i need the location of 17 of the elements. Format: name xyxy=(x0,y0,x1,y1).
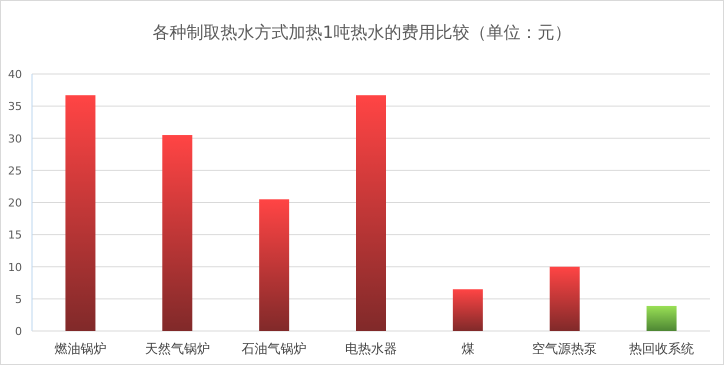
x-tick-label: 煤 xyxy=(461,342,474,357)
y-tick-label: 40 xyxy=(8,68,22,81)
y-tick-label: 35 xyxy=(8,100,22,114)
y-tick-label: 30 xyxy=(8,132,22,146)
y-tick-label: 15 xyxy=(8,228,22,242)
y-tick-label: 0 xyxy=(15,325,22,338)
y-tick-label: 5 xyxy=(15,292,22,306)
y-tick-label: 10 xyxy=(8,260,22,274)
x-tick-label: 燃油锅炉 xyxy=(54,342,106,357)
y-tick-label: 25 xyxy=(8,164,22,178)
x-tick-label: 天然气锅炉 xyxy=(144,342,210,357)
x-tick-label: 石油气锅炉 xyxy=(242,342,307,357)
chart-title: 各种制取热水方式加热1吨热水的费用比较（单位：元） xyxy=(152,23,572,43)
x-tick-label: 电热水器 xyxy=(345,342,397,357)
x-tick-label: 空气源热泵 xyxy=(532,342,598,357)
x-tick-label: 热回收系统 xyxy=(629,342,694,357)
y-tick-label: 20 xyxy=(8,196,22,210)
